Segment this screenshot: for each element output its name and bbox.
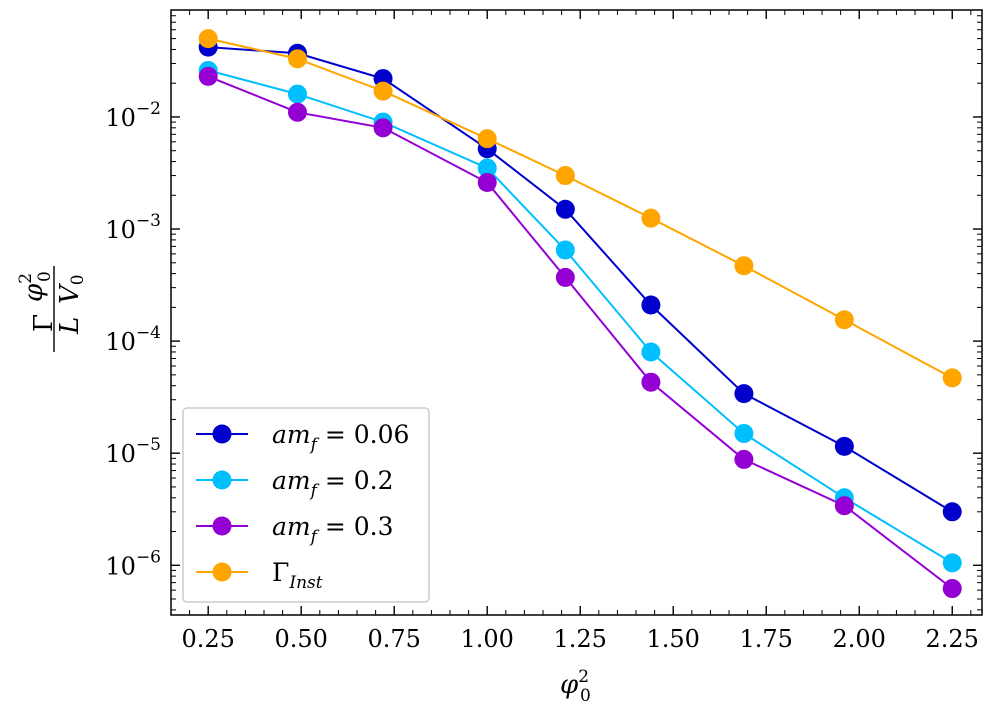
data-point (942, 502, 962, 522)
data-point (734, 423, 754, 443)
data-point (477, 129, 497, 149)
svg-text:Γ: Γ (29, 314, 59, 332)
data-point (942, 579, 962, 599)
svg-text:V0: V0 (55, 274, 88, 304)
x-tick-label: 0.75 (367, 625, 420, 653)
data-point (734, 384, 754, 404)
y-tick-labels: 10−2 10−3 10−4 10−5 10−6 (105, 99, 161, 580)
y-tick-label: 10−6 (105, 547, 161, 580)
data-point (641, 208, 661, 228)
x-axis-label: φ2 0 (560, 667, 591, 706)
data-point (477, 173, 497, 193)
data-point (287, 49, 307, 69)
y-tick-label: 10−2 (105, 99, 161, 132)
data-point (555, 166, 575, 186)
legend-label: ΓInst (272, 558, 323, 593)
data-point (942, 553, 962, 573)
x-tick-label: 0.25 (181, 625, 234, 653)
svg-text:L: L (55, 317, 85, 335)
x-tick-label: 0.50 (274, 625, 327, 653)
legend-marker (212, 470, 232, 490)
major-ticks (171, 10, 982, 615)
data-point (198, 29, 218, 49)
legend-marker (212, 424, 232, 444)
data-point (198, 66, 218, 86)
plot-frame (170, 9, 983, 616)
x-tick-label: 2.00 (833, 625, 886, 653)
y-tick-label: 10−4 (105, 323, 161, 356)
data-point (477, 158, 497, 178)
data-point (641, 295, 661, 315)
data-point (641, 372, 661, 392)
x-tick-label: 1.75 (740, 625, 793, 653)
x-tick-labels: 0.25 0.50 0.75 1.00 1.25 1.50 1.75 2.00 2.25 (181, 625, 978, 653)
x-tick-label: 1.00 (460, 625, 513, 653)
x-tick-label: 2.25 (926, 625, 979, 653)
data-point (942, 368, 962, 388)
x-tick-label: 1.25 (554, 625, 607, 653)
legend-marker (212, 516, 232, 536)
data-point (373, 118, 393, 138)
data-point (641, 342, 661, 362)
data-point (555, 199, 575, 219)
data-point (555, 267, 575, 287)
svg-text:φ20: φ20 (16, 271, 55, 302)
y-axis-label: Γ φ20 L V0 (16, 266, 88, 352)
data-point (734, 449, 754, 469)
x-tick-label: 1.50 (647, 625, 700, 653)
minor-ticks (170, 9, 982, 615)
data-point (287, 84, 307, 104)
y-tick-label: 10−3 (105, 211, 161, 244)
legend-marker (212, 562, 232, 582)
data-point (834, 496, 854, 516)
legend: amf = 0.06 amf = 0.2 amf = 0.3 ΓInst (182, 407, 430, 603)
data-point (555, 240, 575, 260)
data-point (287, 102, 307, 122)
legend-label: amf = 0.06 (272, 420, 409, 455)
legend-label: amf = 0.2 (272, 466, 394, 501)
legend-box (182, 407, 430, 603)
series-points (198, 29, 962, 599)
legend-label: amf = 0.3 (272, 512, 394, 547)
data-point (373, 81, 393, 101)
y-tick-label: 10−5 (105, 435, 161, 468)
data-point (834, 310, 854, 330)
data-point (834, 436, 854, 456)
data-point (734, 256, 754, 276)
